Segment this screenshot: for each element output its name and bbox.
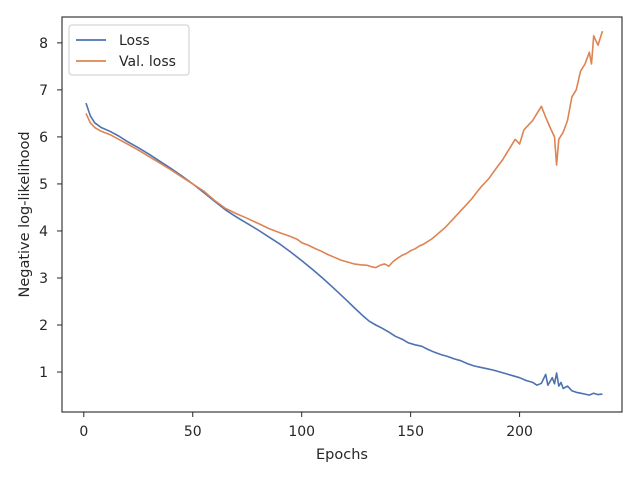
x-tick-label: 200 <box>506 424 533 440</box>
series-layer <box>85 30 604 396</box>
series-line-val-loss <box>85 30 604 269</box>
x-tick-label: 100 <box>288 424 315 440</box>
y-axis-ticks: 1 2 3 4 5 6 7 8 <box>39 36 62 381</box>
y-tick-label: 2 <box>39 318 48 334</box>
legend-label: Loss <box>119 33 150 49</box>
y-tick-label: 3 <box>39 271 48 287</box>
y-axis-label: Negative log-likelihood <box>17 131 33 297</box>
legend-box <box>68 24 190 76</box>
y-tick-label: 1 <box>39 365 48 381</box>
plot-area <box>61 16 623 413</box>
x-tick-label: 50 <box>184 424 202 440</box>
y-tick-label: 4 <box>39 224 48 240</box>
x-tick-label: 150 <box>397 424 424 440</box>
legend-label: Val. loss <box>119 54 176 70</box>
x-axis-ticks: 0 50 100 150 200 <box>79 412 533 440</box>
x-axis-label: Epochs <box>316 447 368 463</box>
plot-frame <box>61 16 623 413</box>
y-tick-label: 7 <box>39 83 48 99</box>
x-tick-label: 0 <box>79 424 88 440</box>
y-tick-label: 8 <box>39 36 48 52</box>
y-tick-label: 6 <box>39 130 48 146</box>
series-line-loss <box>85 102 603 396</box>
legend: Loss Val. loss <box>68 24 190 76</box>
y-tick-label: 5 <box>39 177 48 193</box>
